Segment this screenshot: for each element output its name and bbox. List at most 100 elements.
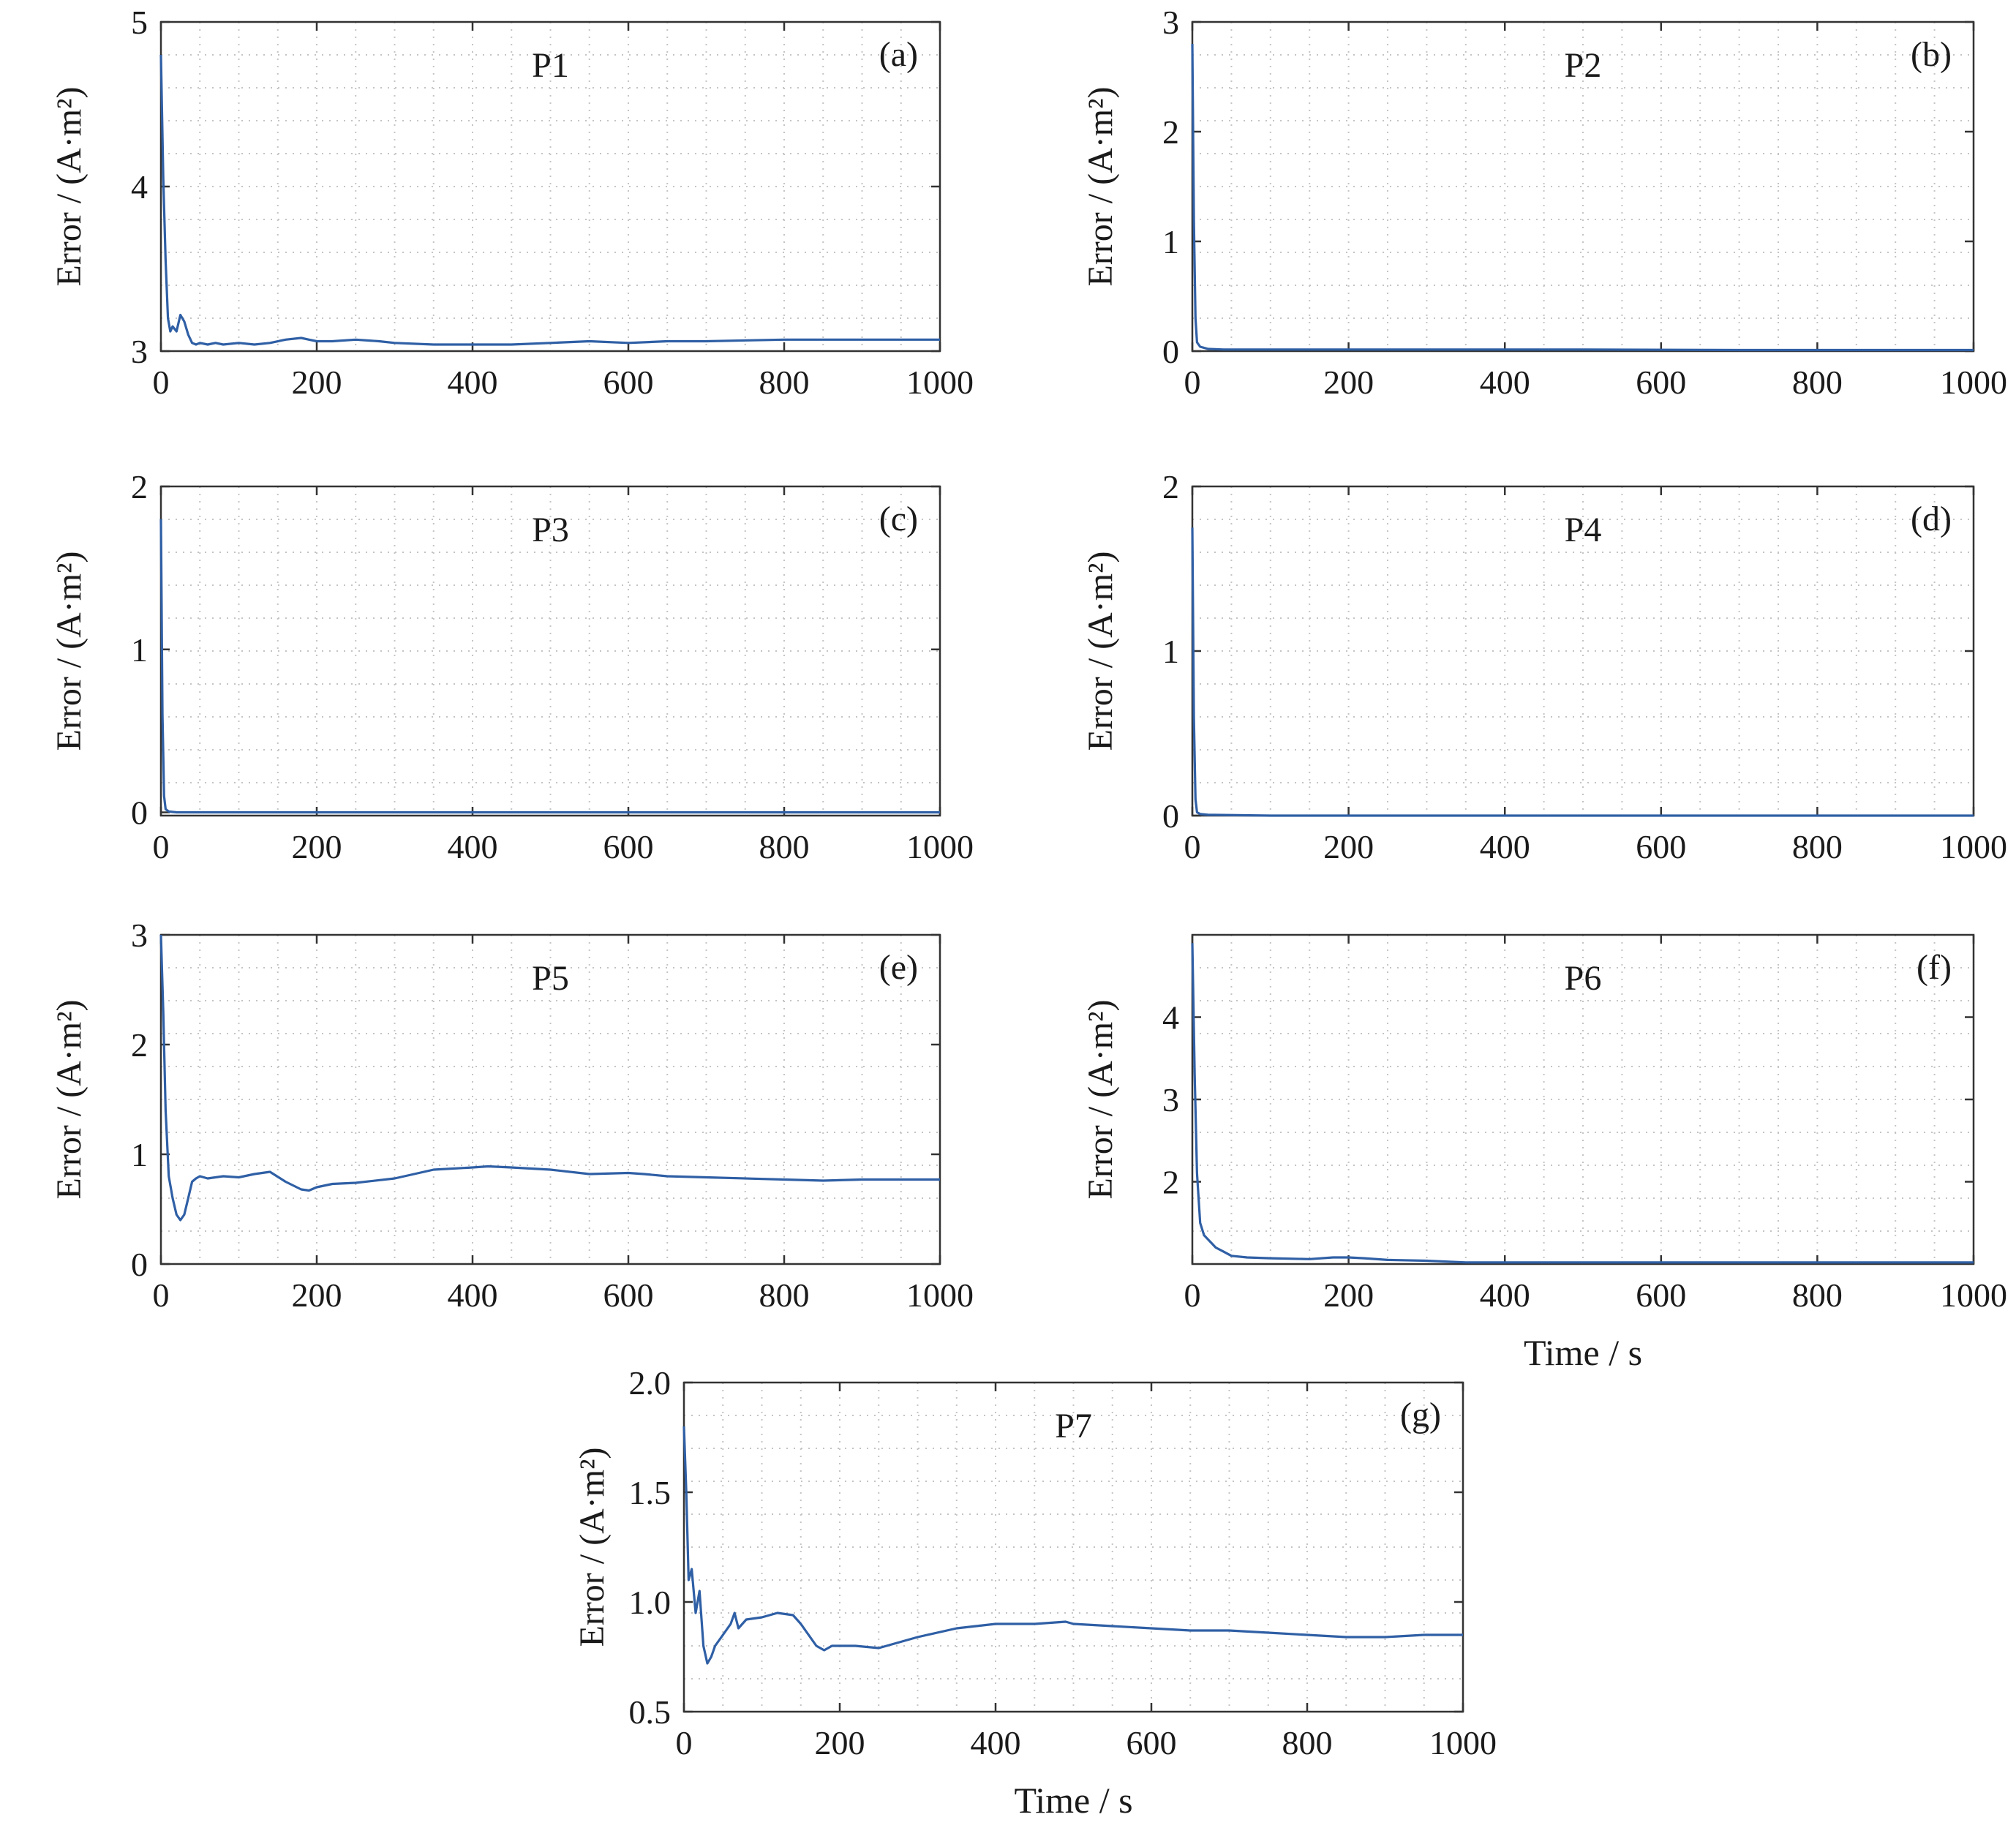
y-axis-label: Error / (A·m²) [1081, 1000, 1120, 1200]
x-tick-label: 200 [292, 364, 342, 401]
y-axis-label: Error / (A·m²) [50, 1000, 89, 1200]
x-tick-label: 200 [292, 1276, 342, 1314]
x-tick-label: 800 [1792, 1276, 1843, 1314]
x-tick-label: 400 [448, 1276, 498, 1314]
y-axis-label: Error / (A·m²) [1081, 552, 1120, 751]
y-tick-label: 0.5 [629, 1693, 672, 1731]
x-tick-label: 1000 [1940, 364, 2007, 401]
panel-letter: (b) [1911, 35, 1952, 74]
x-tick-label: 0 [1184, 1276, 1201, 1314]
series-line [1191, 43, 1974, 352]
x-tick-label: 1000 [906, 364, 974, 401]
panel-title: P3 [532, 511, 569, 549]
x-tick-label: 200 [815, 1724, 865, 1761]
x-tick-label: 1000 [1429, 1724, 1497, 1761]
x-axis-label: Time / s [1014, 1780, 1132, 1821]
x-tick-label: 1000 [1940, 828, 2007, 865]
y-tick-label: 5 [131, 4, 148, 41]
x-tick-label: 400 [971, 1724, 1021, 1761]
x-tick-label: 800 [759, 828, 810, 865]
y-tick-label: 4 [131, 168, 148, 206]
x-tick-label: 800 [1792, 364, 1843, 401]
y-tick-label: 3 [1162, 1081, 1179, 1118]
panel-title: P6 [1565, 959, 1602, 998]
y-tick-label: 1 [1162, 633, 1179, 670]
y-tick-label: 0 [131, 1246, 148, 1283]
y-tick-label: 0 [1162, 333, 1179, 370]
x-tick-label: 800 [1792, 828, 1843, 865]
x-tick-label: 400 [448, 828, 498, 865]
x-tick-label: 200 [1323, 828, 1374, 865]
x-tick-label: 600 [1636, 828, 1686, 865]
y-tick-label: 2 [131, 1026, 148, 1064]
x-tick-label: 1000 [906, 1276, 974, 1314]
panel-title: P2 [1565, 46, 1602, 85]
x-tick-label: 600 [1636, 364, 1686, 401]
x-tick-label: 1000 [1940, 1276, 2007, 1314]
panel-b: 0 200 400 600 800 1000 0 1 2 3 Error / (A·m²) P2 (b) [1081, 4, 2007, 401]
y-tick-label: 2 [1162, 1164, 1179, 1201]
panel-title: P5 [532, 959, 569, 998]
x-tick-label: 600 [1127, 1724, 1177, 1761]
x-tick-label: 0 [676, 1724, 693, 1761]
y-tick-label: 0 [1162, 797, 1179, 835]
x-tick-label: 0 [153, 364, 170, 401]
series-line [159, 519, 940, 814]
panel-g: 0 200 400 600 800 1000 0.5 1.0 1.5 2.0 Error / (A·… [573, 1364, 1497, 1821]
y-tick-label: 0 [131, 794, 148, 832]
y-tick-label: 1 [131, 631, 148, 669]
x-tick-label: 800 [1282, 1724, 1333, 1761]
y-tick-label: 3 [131, 917, 148, 954]
panel-e: 0 200 400 600 800 1000 0 1 2 3 Error / (A·m²) P5 (e) [50, 917, 974, 1314]
y-tick-label: 2 [1162, 113, 1179, 151]
panel-title: P7 [1055, 1407, 1092, 1445]
x-tick-label: 200 [1323, 364, 1374, 401]
y-tick-label: 1 [1162, 223, 1179, 260]
panel-c: 0 200 400 600 800 1000 0 1 2 Error / (A·m²) P3 (c) [50, 468, 974, 865]
y-axis-label: Error / (A·m²) [50, 552, 89, 751]
grid [1192, 935, 1974, 1264]
series-line [682, 1426, 1463, 1665]
x-tick-label: 600 [603, 1276, 654, 1314]
grid [1192, 486, 1974, 816]
x-tick-label: 200 [1323, 1276, 1374, 1314]
panel-letter: (g) [1400, 1396, 1441, 1434]
y-tick-label: 3 [1162, 4, 1179, 41]
y-tick-label: 2.0 [629, 1364, 672, 1402]
y-tick-label: 2 [131, 468, 148, 505]
x-tick-label: 0 [1184, 364, 1201, 401]
y-tick-label: 1 [131, 1136, 148, 1173]
grid [1192, 22, 1974, 351]
x-tick-label: 400 [1480, 828, 1530, 865]
y-tick-label: 1.0 [629, 1584, 672, 1621]
series-line [159, 54, 940, 346]
y-axis-label: Error / (A·m²) [573, 1448, 612, 1647]
panel-title: P4 [1565, 511, 1602, 549]
panel-title: P1 [532, 46, 569, 85]
panel-d: 0 200 400 600 800 1000 0 1 2 Error / (A·m²) P4 (d) [1081, 468, 2007, 865]
x-tick-label: 200 [292, 828, 342, 865]
x-tick-label: 600 [603, 364, 654, 401]
x-axis-label: Time / s [1524, 1332, 1642, 1373]
series-line [1191, 527, 1974, 817]
x-tick-label: 1000 [906, 828, 974, 865]
y-axis-label: Error / (A·m²) [1081, 87, 1120, 287]
axes-frame [682, 1381, 1464, 1713]
series-line [159, 934, 940, 1222]
x-tick-label: 400 [1480, 1276, 1530, 1314]
x-tick-label: 0 [1184, 828, 1201, 865]
y-tick-label: 4 [1162, 999, 1179, 1037]
x-tick-label: 800 [759, 1276, 810, 1314]
panel-letter: (a) [879, 35, 918, 74]
x-tick-label: 400 [448, 364, 498, 401]
x-tick-label: 600 [603, 828, 654, 865]
x-tick-label: 800 [759, 364, 810, 401]
x-tick-label: 0 [153, 1276, 170, 1314]
panel-a: 0 200 400 600 800 1000 3 4 5 Error / (A·m²) P1 (a) [50, 4, 974, 401]
x-tick-label: 0 [153, 828, 170, 865]
axes-frame [1191, 20, 1975, 353]
x-tick-label: 400 [1480, 364, 1530, 401]
y-tick-label: 2 [1162, 468, 1179, 505]
x-tick-label: 600 [1636, 1276, 1686, 1314]
